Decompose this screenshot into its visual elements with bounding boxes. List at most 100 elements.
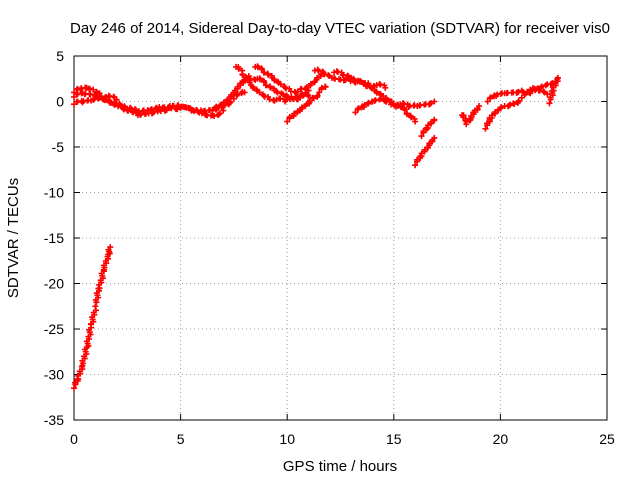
data-point	[431, 98, 438, 105]
data-point	[117, 101, 124, 108]
data-point	[261, 69, 268, 76]
data-point	[365, 99, 372, 106]
data-point	[540, 88, 547, 95]
data-point	[314, 92, 321, 99]
data-point	[286, 113, 293, 120]
data-point	[350, 75, 357, 82]
y-tick-label: -15	[44, 230, 64, 246]
y-tick-label: -10	[44, 185, 64, 201]
data-point	[418, 150, 425, 157]
y-tick-label: 5	[56, 48, 64, 64]
data-point	[216, 110, 223, 117]
data-point	[426, 140, 433, 147]
data-point	[292, 94, 299, 101]
data-point	[356, 78, 363, 85]
x-tick-label: 10	[279, 431, 295, 447]
data-point	[129, 108, 136, 115]
data-point	[90, 86, 97, 93]
data-point	[260, 92, 267, 99]
data-point	[263, 82, 270, 89]
data-point	[273, 88, 280, 95]
data-point	[267, 84, 274, 91]
data-point	[424, 122, 431, 129]
data-point	[420, 128, 427, 135]
data-point	[235, 65, 242, 72]
data-point	[293, 93, 300, 100]
axis-ticks	[73, 55, 608, 421]
data-point	[397, 104, 404, 111]
x-tick-label: 20	[493, 431, 509, 447]
data-point	[265, 71, 272, 78]
data-point	[239, 72, 246, 79]
data-point	[492, 109, 499, 116]
data-point	[106, 99, 113, 106]
data-point	[303, 84, 310, 91]
data-point	[373, 89, 380, 96]
data-point	[431, 134, 438, 141]
x-tick-labels: 0 5 10 15 20 25	[70, 431, 615, 447]
data-point	[255, 64, 262, 71]
data-point	[544, 91, 551, 98]
data-point	[405, 103, 412, 110]
data-point	[476, 103, 483, 110]
data-points	[71, 63, 561, 392]
data-point	[107, 244, 114, 251]
data-point	[212, 104, 219, 111]
data-point	[488, 112, 495, 119]
data-point	[290, 110, 297, 117]
chart-title: Day 246 of 2014, Sidereal Day-to-day VTE…	[70, 20, 610, 37]
data-point	[414, 156, 421, 163]
data-point	[361, 101, 368, 108]
data-point	[282, 84, 289, 91]
x-tick-label: 25	[599, 431, 615, 447]
data-point	[382, 84, 389, 91]
y-tick-label: 0	[56, 94, 64, 110]
data-point	[96, 90, 103, 97]
data-point	[298, 104, 305, 111]
data-point	[277, 81, 284, 88]
data-point	[482, 125, 489, 132]
data-point	[412, 162, 419, 169]
data-point	[463, 118, 470, 125]
data-point	[211, 113, 218, 120]
data-point	[310, 95, 317, 102]
data-point	[318, 84, 325, 91]
data-point	[274, 89, 281, 96]
data-point	[220, 99, 227, 106]
y-tick-label: -30	[44, 367, 64, 383]
data-point	[554, 74, 561, 81]
y-tick-labels: -35 -30 -25 -20 -15 -10 -5 0 5	[44, 48, 64, 428]
data-point	[71, 385, 77, 392]
data-point	[401, 107, 408, 114]
y-axis-label: SDTVAR / TECUs	[5, 178, 22, 298]
data-point	[163, 107, 170, 114]
data-point	[224, 96, 231, 103]
data-point	[250, 85, 257, 92]
x-tick-label: 5	[177, 431, 185, 447]
data-point	[351, 76, 358, 83]
data-point	[243, 75, 250, 82]
data-point	[378, 95, 385, 102]
data-point	[261, 79, 268, 86]
data-point	[546, 100, 553, 107]
data-point	[418, 133, 425, 140]
data-point	[342, 76, 349, 83]
data-point	[113, 96, 120, 103]
data-point	[321, 71, 328, 78]
data-point	[122, 104, 129, 111]
data-point	[316, 89, 323, 96]
data-point	[314, 74, 321, 81]
data-point	[431, 116, 438, 123]
data-point	[412, 118, 419, 125]
data-point	[130, 109, 137, 116]
data-point	[125, 107, 132, 114]
data-point	[305, 93, 312, 100]
data-point	[322, 83, 329, 90]
y-tick-label: -25	[44, 321, 64, 337]
data-point	[506, 101, 513, 108]
y-tick-label: -35	[44, 412, 64, 428]
data-point	[388, 101, 395, 108]
data-point	[284, 118, 291, 125]
